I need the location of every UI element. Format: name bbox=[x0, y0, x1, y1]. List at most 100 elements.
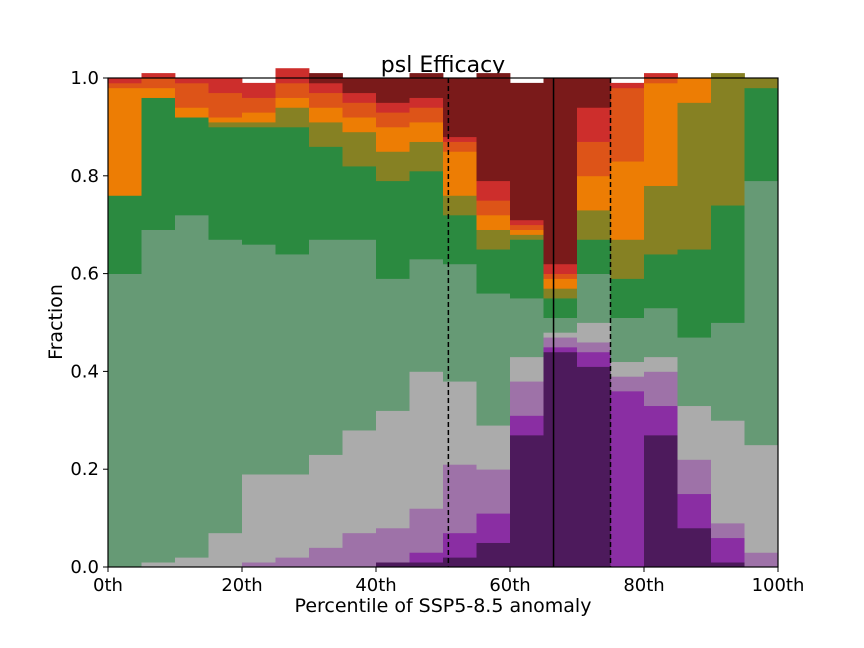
bar-segment-s1-b12 bbox=[510, 415, 544, 436]
bar-segment-s5-b13 bbox=[543, 298, 578, 319]
bar-segment-s2-b19 bbox=[744, 552, 779, 568]
bar-segment-s4-b1 bbox=[141, 229, 176, 563]
y-tick-label: 0.0 bbox=[70, 557, 99, 578]
bar-segment-s4-b4 bbox=[242, 244, 276, 475]
bar-segment-s1-b11 bbox=[476, 513, 511, 543]
bar-segment-s3-b17 bbox=[677, 405, 712, 460]
bar-segment-s0-b14 bbox=[577, 366, 611, 568]
bar-segment-s6-b17 bbox=[677, 102, 712, 250]
bar-segment-s4-b11 bbox=[476, 293, 511, 426]
bar-segment-s1-b14 bbox=[577, 351, 611, 367]
bar-segment-s6-b12 bbox=[510, 234, 544, 240]
bar-segment-s10-b11 bbox=[476, 73, 511, 182]
bar-segment-s4-b14 bbox=[577, 273, 611, 323]
y-axis-label: Fraction bbox=[45, 284, 67, 360]
bar-segment-s3-b6 bbox=[309, 454, 343, 548]
bar-segment-s4-b18 bbox=[711, 322, 745, 421]
bar-segment-s2-b13 bbox=[543, 337, 578, 348]
bar-segment-s5-b17 bbox=[677, 249, 712, 338]
bar-segment-s9-b8 bbox=[376, 102, 410, 113]
bar-segment-s9-b12 bbox=[510, 219, 544, 226]
bar-segment-s4-b9 bbox=[409, 258, 444, 372]
bar-segment-s10-b14 bbox=[577, 78, 611, 108]
x-tick-label: 20th bbox=[221, 575, 262, 596]
bar-segment-s9-b9 bbox=[409, 97, 444, 108]
bar-segment-s0-b11 bbox=[476, 542, 511, 568]
bar-segment-s0-b12 bbox=[510, 434, 544, 568]
bar-segment-s5-b16 bbox=[644, 254, 678, 309]
bar-segment-s0-b8 bbox=[376, 562, 410, 568]
bar-segment-s7-b14 bbox=[577, 175, 611, 211]
bar-segment-s5-b2 bbox=[175, 117, 209, 216]
bar-segment-s2-b5 bbox=[275, 557, 310, 568]
bar-segment-s3-b8 bbox=[376, 410, 410, 529]
bar-segment-s8-b6 bbox=[309, 92, 343, 108]
bar-segment-s8-b16 bbox=[644, 78, 678, 84]
bar-segment-s4-b7 bbox=[342, 239, 377, 431]
bar-segment-s6-b5 bbox=[275, 107, 310, 128]
bar-segment-s5-b15 bbox=[610, 278, 645, 319]
bar-segment-s9-b6 bbox=[309, 82, 343, 94]
bar-segment-s4-b15 bbox=[610, 317, 645, 363]
bar-segment-s0-b16 bbox=[644, 434, 678, 568]
bar-segment-s0-b9 bbox=[409, 562, 444, 568]
bar-segment-s7-b13 bbox=[543, 278, 578, 289]
bar-segment-s3-b18 bbox=[711, 420, 745, 524]
bar-segment-s6-b11 bbox=[476, 229, 511, 250]
bar-segment-s1-b17 bbox=[677, 493, 712, 529]
bar-segment-s0-b18 bbox=[711, 562, 745, 568]
bar-segment-s2-b18 bbox=[711, 522, 745, 539]
bar-segment-s8-b13 bbox=[543, 273, 578, 279]
bar-segment-s6-b16 bbox=[644, 185, 678, 255]
bar-segment-s7-b2 bbox=[175, 107, 209, 118]
bar-segment-s4-b0 bbox=[108, 273, 142, 568]
bar-segment-s6-b9 bbox=[409, 141, 444, 172]
bar-segment-s3-b5 bbox=[275, 474, 310, 558]
bar-segment-s4-b8 bbox=[376, 278, 410, 411]
bar-segment-s3-b12 bbox=[510, 356, 544, 382]
bars-group bbox=[108, 68, 779, 568]
bar-segment-s0-b17 bbox=[677, 527, 712, 568]
bar-segment-s6-b10 bbox=[443, 195, 477, 216]
bar-segment-s8-b3 bbox=[208, 92, 243, 118]
bar-segment-s0-b13 bbox=[543, 351, 578, 568]
bar-segment-s7-b1 bbox=[141, 87, 176, 98]
bar-segment-s1-b16 bbox=[644, 405, 678, 436]
bar-segment-s2-b4 bbox=[242, 562, 276, 568]
bar-segment-s9-b10 bbox=[443, 136, 477, 142]
bar-segment-s4-b5 bbox=[275, 254, 310, 475]
bar-segment-s9-b5 bbox=[275, 68, 310, 84]
x-tick-label: 80th bbox=[623, 575, 664, 596]
bar-segment-s3-b19 bbox=[744, 444, 779, 553]
bar-segment-s8-b14 bbox=[577, 141, 611, 177]
bar-segment-s8-b5 bbox=[275, 82, 310, 98]
bar-segment-s5-b9 bbox=[409, 170, 444, 260]
bar-segment-s9-b3 bbox=[208, 78, 243, 94]
bar-segment-s8-b1 bbox=[141, 78, 176, 89]
bar-segment-s6-b8 bbox=[376, 151, 410, 182]
bar-segment-s3-b13 bbox=[543, 332, 578, 338]
bar-segment-s7-b4 bbox=[242, 112, 276, 123]
bar-segment-s3-b1 bbox=[141, 562, 176, 568]
plot-frame bbox=[107, 77, 779, 568]
bar-segment-s4-b2 bbox=[175, 214, 209, 558]
bar-segment-s8-b11 bbox=[476, 200, 511, 216]
y-tick-label: 0.4 bbox=[70, 361, 99, 382]
bar-segment-s4-b13 bbox=[543, 317, 578, 333]
bar-segment-s1-b13 bbox=[543, 346, 578, 353]
bar-segment-s7-b12 bbox=[510, 229, 544, 235]
bar-segment-s5-b5 bbox=[275, 126, 310, 255]
bar-segment-s9-b15 bbox=[610, 82, 645, 89]
bar-segment-s8-b0 bbox=[108, 82, 142, 89]
bar-segment-s5-b3 bbox=[208, 126, 243, 240]
bar-segment-s8-b2 bbox=[175, 82, 209, 108]
bar-segment-s9-b13 bbox=[543, 263, 578, 274]
vertical-lines-group bbox=[447, 78, 612, 567]
bar-segment-s2-b17 bbox=[677, 459, 712, 495]
bar-segment-s6-b15 bbox=[610, 239, 645, 279]
bar-segment-s10-b13 bbox=[543, 78, 578, 265]
bar-segment-s6-b18 bbox=[711, 73, 745, 206]
bar-segment-s8-b9 bbox=[409, 107, 444, 123]
x-tick-label: 40th bbox=[355, 575, 396, 596]
bar-segment-s4-b19 bbox=[744, 180, 779, 446]
